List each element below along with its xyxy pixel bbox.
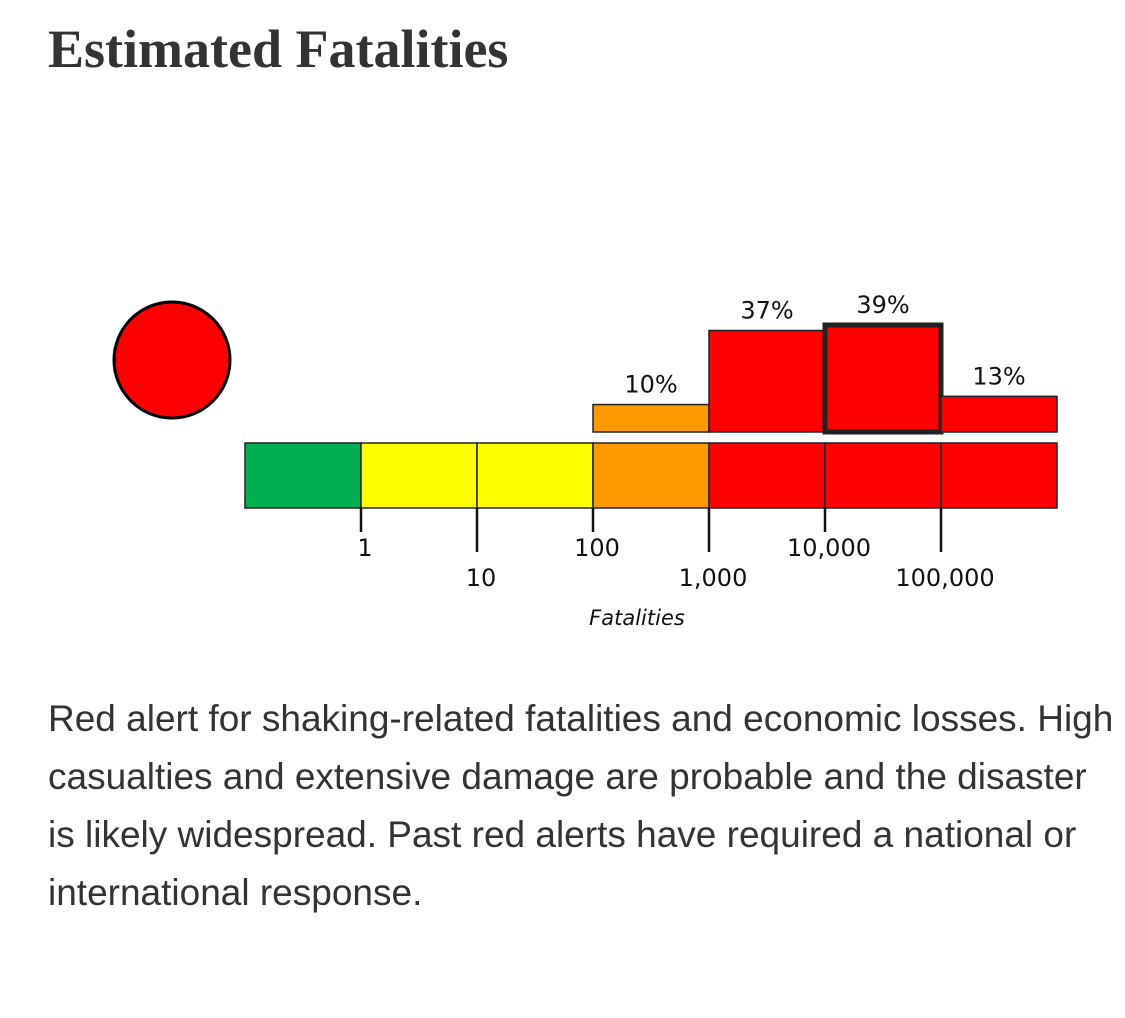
x-tick-label: 10,000: [787, 534, 871, 562]
chart: Fatalities 10% 37% 39% 13% 1 10 100 1,000 10,000…: [112, 291, 1058, 630]
alert-band: [824, 442, 942, 509]
x-tick-label: 1,000: [679, 564, 748, 592]
x-tick-label: 100,000: [895, 564, 994, 592]
probability-bar: [592, 403, 710, 433]
x-tick-label: 1: [357, 534, 372, 562]
alert-band: [476, 442, 594, 509]
probability-bar: [708, 329, 826, 433]
value-label: 39%: [856, 291, 909, 319]
x-tick-label: 100: [574, 534, 620, 562]
alert-band: [940, 442, 1058, 509]
x-axis-label: Fatalities: [589, 606, 685, 630]
alert-band: [592, 442, 710, 509]
section-title: Estimated Fatalities: [48, 19, 509, 79]
alert-band: [360, 442, 478, 509]
probability-bar: [822, 322, 944, 435]
description: Red alert for shaking-related fatalities…: [48, 698, 1114, 913]
alert-circle: [112, 300, 232, 420]
x-tick-label: 10: [466, 564, 497, 592]
value-label: 13%: [972, 362, 1025, 390]
alert-band: [244, 442, 362, 509]
probability-bar: [940, 395, 1058, 433]
value-label: 37%: [740, 296, 793, 324]
value-label: 10%: [624, 371, 677, 399]
alert-band: [708, 442, 826, 509]
